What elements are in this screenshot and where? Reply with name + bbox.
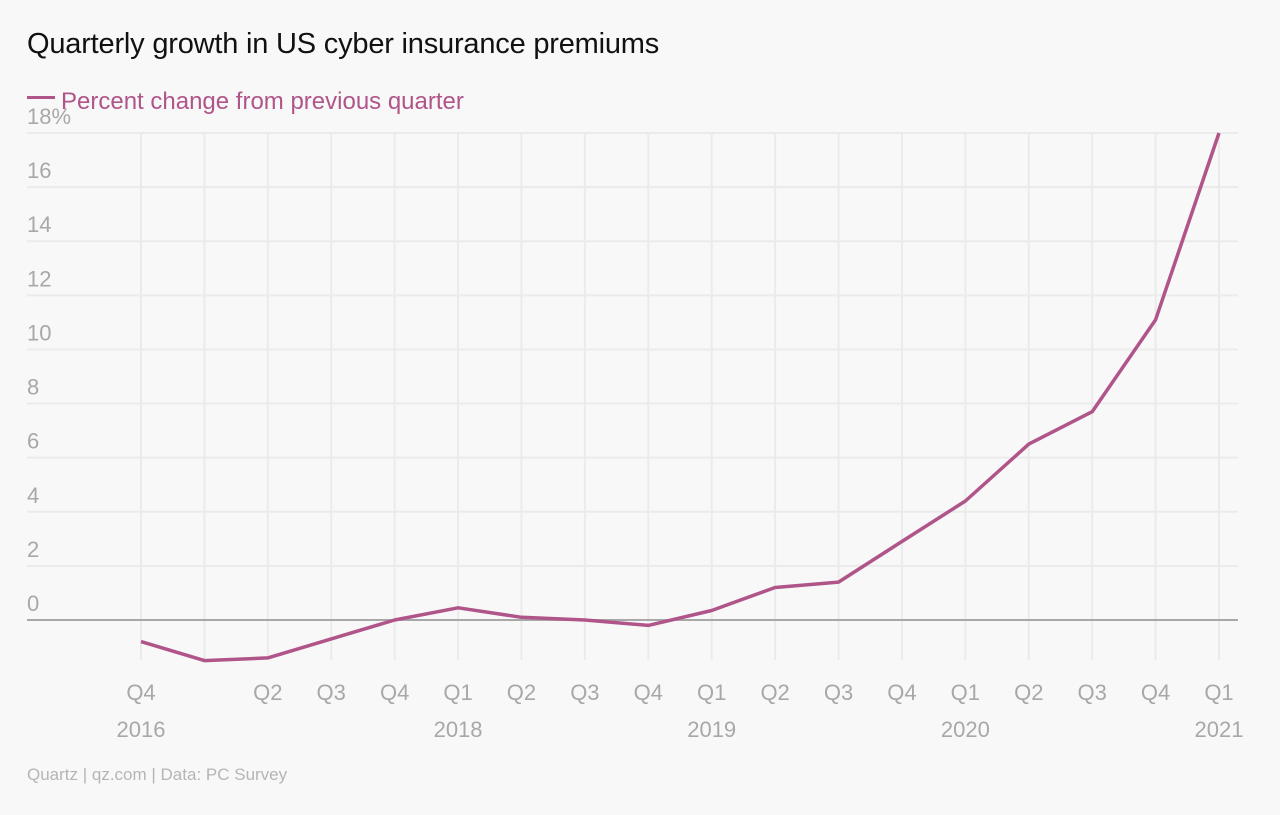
- y-tick-label: 16: [27, 158, 51, 183]
- x-tick-quarter-label: Q2: [760, 680, 789, 705]
- data-point: [519, 615, 523, 619]
- data-point: [837, 580, 841, 584]
- y-tick-label: 14: [27, 212, 51, 237]
- x-tick-quarter-label: Q4: [126, 680, 155, 705]
- data-point: [329, 637, 333, 641]
- data-point: [456, 606, 460, 610]
- series-points: [139, 131, 1221, 663]
- data-point: [710, 609, 714, 613]
- horizontal-gridlines: [27, 132, 1238, 567]
- x-tick-year-label: 2019: [687, 717, 736, 742]
- x-tick-year-label: 2016: [117, 717, 166, 742]
- y-tick-label: 10: [27, 320, 51, 345]
- x-tick-quarter-label: Q2: [253, 680, 282, 705]
- y-tick-label: 0: [27, 591, 39, 616]
- x-tick-quarter-label: Q1: [1204, 680, 1233, 705]
- x-tick-quarter-label: Q3: [317, 680, 346, 705]
- legend: Percent change from previous quarter: [27, 88, 464, 116]
- data-point: [646, 623, 650, 627]
- y-axis-ticks: 0 2 4 6 8 10 12 14 16 18%: [27, 104, 71, 616]
- data-point: [1090, 410, 1094, 414]
- x-tick-quarter-label: Q3: [1077, 680, 1106, 705]
- y-tick-label: 6: [27, 429, 39, 454]
- x-tick-year-label: 2021: [1195, 717, 1244, 742]
- data-point: [1154, 318, 1158, 322]
- x-tick-quarter-label: Q2: [507, 680, 536, 705]
- vertical-gridlines: [140, 133, 1220, 660]
- data-point: [266, 656, 270, 660]
- y-tick-label: 18%: [27, 104, 71, 129]
- source-footer: Quartz | qz.com | Data: PC Survey: [27, 765, 288, 784]
- x-tick-quarter-label: Q1: [951, 680, 980, 705]
- data-point: [900, 540, 904, 544]
- y-tick-label: 4: [27, 483, 39, 508]
- x-tick-quarter-label: Q4: [887, 680, 916, 705]
- y-tick-label: 12: [27, 266, 51, 291]
- y-tick-label: 8: [27, 375, 39, 400]
- data-point: [1217, 131, 1221, 135]
- x-tick-quarter-label: Q1: [697, 680, 726, 705]
- x-tick-quarter-label: Q4: [380, 680, 409, 705]
- x-tick-quarter-label: Q2: [1014, 680, 1043, 705]
- x-tick-quarter-label: Q3: [824, 680, 853, 705]
- data-point: [583, 618, 587, 622]
- legend-line-swatch: [27, 95, 55, 99]
- data-point: [773, 586, 777, 590]
- series-line-percent-change: [140, 132, 1221, 663]
- x-axis-ticks: Q4 2016 Q2 Q3 Q4 Q1 2018 Q2 Q3 Q4 Q1 2019 Q2 Q3 Q4 Q1 20…: [117, 680, 1244, 742]
- x-tick-quarter-label: Q1: [443, 680, 472, 705]
- x-tick-quarter-label: Q3: [570, 680, 599, 705]
- y-tick-label: 2: [27, 537, 39, 562]
- x-tick-quarter-label: Q4: [1141, 680, 1170, 705]
- x-tick-year-label: 2018: [434, 717, 483, 742]
- data-point: [202, 659, 206, 663]
- x-tick-year-label: 2020: [941, 717, 990, 742]
- data-point: [393, 618, 397, 622]
- chart-title: Quarterly growth in US cyber insurance p…: [27, 28, 660, 60]
- data-point: [1027, 442, 1031, 446]
- x-tick-quarter-label: Q4: [634, 680, 663, 705]
- data-point: [139, 640, 143, 644]
- legend-label: Percent change from previous quarter: [61, 88, 464, 115]
- data-point: [963, 499, 967, 503]
